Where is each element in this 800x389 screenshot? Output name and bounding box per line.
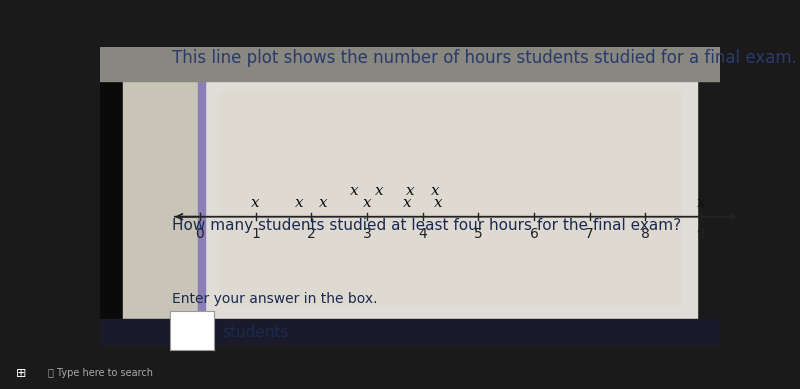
Bar <box>198 81 205 319</box>
Text: 2: 2 <box>307 228 315 242</box>
Text: x: x <box>697 196 706 210</box>
Text: Enter your answer in the box.: Enter your answer in the box. <box>172 292 378 306</box>
Text: ⊞: ⊞ <box>16 367 26 380</box>
Text: x: x <box>294 196 303 210</box>
Text: 7: 7 <box>586 228 594 242</box>
Bar <box>205 81 697 319</box>
Text: 9: 9 <box>697 228 706 242</box>
Text: 5: 5 <box>474 228 482 242</box>
Text: x: x <box>375 184 383 198</box>
Text: x: x <box>251 196 260 210</box>
Text: 6: 6 <box>530 228 538 242</box>
Bar <box>100 319 720 346</box>
Bar <box>123 73 201 319</box>
Text: 4: 4 <box>418 228 427 242</box>
Text: 🔍 Type here to search: 🔍 Type here to search <box>48 368 153 378</box>
Bar <box>100 47 720 81</box>
Bar <box>220 92 682 304</box>
Text: x: x <box>350 184 359 198</box>
Text: x: x <box>406 184 414 198</box>
Text: x: x <box>430 184 439 198</box>
Text: x: x <box>402 196 411 210</box>
Text: 0: 0 <box>195 228 204 242</box>
Text: x: x <box>434 196 442 210</box>
Bar <box>100 73 123 319</box>
Text: This line plot shows the number of hours students studied for a final exam.: This line plot shows the number of hours… <box>172 49 797 67</box>
Text: 1: 1 <box>251 228 260 242</box>
Text: 3: 3 <box>362 228 371 242</box>
Text: x: x <box>319 196 328 210</box>
Text: students: students <box>222 325 289 340</box>
Text: x: x <box>362 196 371 210</box>
Text: How many students studied at least four hours for the final exam?: How many students studied at least four … <box>172 218 681 233</box>
Text: 8: 8 <box>641 228 650 242</box>
